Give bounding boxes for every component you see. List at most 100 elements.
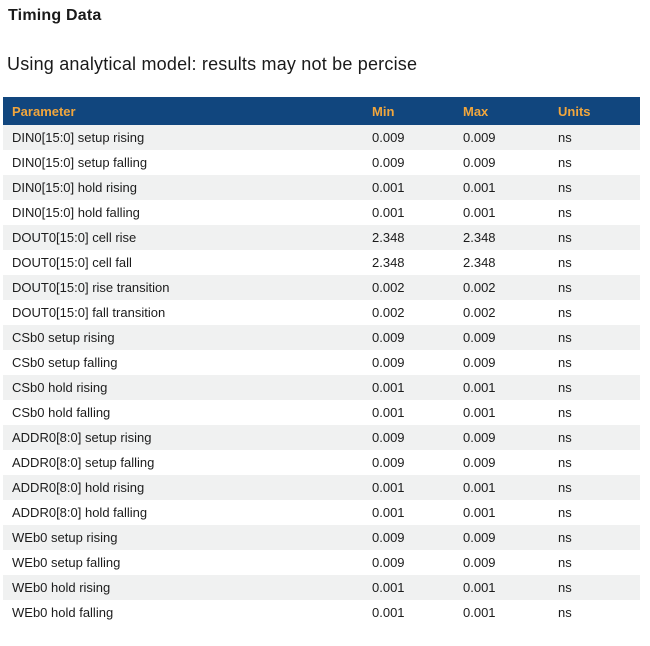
row-min: 2.348 [372,230,405,245]
row-max: 0.009 [463,330,496,345]
column-header-max: Max [463,103,489,119]
row-max: 0.002 [463,280,496,295]
row-min: 2.348 [372,255,405,270]
row-min: 0.002 [372,280,405,295]
analytical-model-warning: Using analytical model: results may not … [7,54,418,74]
row-min: 0.001 [372,405,405,420]
row-units: ns [558,430,572,445]
row-parameter: WEb0 setup rising [12,530,118,545]
row-parameter: DOUT0[15:0] cell fall [12,255,132,270]
row-parameter: DOUT0[15:0] rise transition [12,280,170,295]
row-min: 0.001 [372,480,405,495]
row-min: 0.001 [372,380,405,395]
row-units: ns [558,155,572,170]
row-units: ns [558,455,572,470]
row-max: 0.009 [463,355,496,370]
row-units: ns [558,480,572,495]
row-max: 0.001 [463,505,496,520]
row-min: 0.001 [372,580,405,595]
row-min: 0.009 [372,430,405,445]
row-parameter: WEb0 setup falling [12,555,121,570]
column-header-parameter: Parameter [12,103,76,119]
row-max: 0.001 [463,180,496,195]
row-max: 0.001 [463,380,496,395]
table-row: WEb0 hold rising 0.001 0.001 ns [3,575,640,600]
row-units: ns [558,580,572,595]
row-min: 0.009 [372,355,405,370]
row-parameter: DIN0[15:0] hold rising [12,180,138,195]
row-units: ns [558,355,572,370]
row-max: 0.009 [463,430,496,445]
table-row: CSb0 hold rising 0.001 0.001 ns [3,375,640,400]
table-body: DIN0[15:0] setup rising 0.009 0.009 ns D… [3,125,640,625]
table-row: ADDR0[8:0] setup falling 0.009 0.009 ns [3,450,640,475]
table-row: ADDR0[8:0] setup rising 0.009 0.009 ns [3,425,640,450]
row-min: 0.009 [372,130,405,145]
row-max: 0.001 [463,205,496,220]
timing-table: Parameter Min Max Units DIN0[15:0] setup… [3,97,640,625]
table-row: CSb0 setup rising 0.009 0.009 ns [3,325,640,350]
table-row: DOUT0[15:0] cell rise 2.348 2.348 ns [3,225,640,250]
row-parameter: DIN0[15:0] hold falling [12,205,140,220]
row-units: ns [558,255,572,270]
row-units: ns [558,380,572,395]
row-min: 0.009 [372,455,405,470]
row-parameter: CSb0 setup falling [12,355,118,370]
table-row: DIN0[15:0] setup rising 0.009 0.009 ns [3,125,640,150]
row-parameter: CSb0 hold rising [12,380,108,395]
row-units: ns [558,555,572,570]
row-units: ns [558,280,572,295]
row-max: 0.009 [463,555,496,570]
row-units: ns [558,180,572,195]
table-row: WEb0 setup falling 0.009 0.009 ns [3,550,640,575]
row-parameter: WEb0 hold falling [12,605,114,620]
row-parameter: ADDR0[8:0] setup rising [12,430,152,445]
row-units: ns [558,605,572,620]
row-max: 0.001 [463,405,496,420]
row-parameter: DOUT0[15:0] fall transition [12,305,166,320]
row-units: ns [558,130,572,145]
row-max: 2.348 [463,230,496,245]
row-min: 0.001 [372,205,405,220]
row-units: ns [558,530,572,545]
column-header-units: Units [558,103,591,119]
row-max: 0.009 [463,155,496,170]
table-row: DIN0[15:0] setup falling 0.009 0.009 ns [3,150,640,175]
table-row: CSb0 hold falling 0.001 0.001 ns [3,400,640,425]
table-row: DIN0[15:0] hold rising 0.001 0.001 ns [3,175,640,200]
row-max: 0.001 [463,480,496,495]
table-row: DOUT0[15:0] fall transition 0.002 0.002 … [3,300,640,325]
row-min: 0.009 [372,330,405,345]
row-parameter: WEb0 hold rising [12,580,111,595]
row-min: 0.001 [372,180,405,195]
table-row: DOUT0[15:0] cell fall 2.348 2.348 ns [3,250,640,275]
row-parameter: ADDR0[8:0] hold falling [12,505,148,520]
row-units: ns [558,305,572,320]
row-parameter: DOUT0[15:0] cell rise [12,230,137,245]
row-max: 0.009 [463,455,496,470]
row-min: 0.009 [372,530,405,545]
row-units: ns [558,505,572,520]
row-parameter: ADDR0[8:0] hold rising [12,480,145,495]
row-units: ns [558,330,572,345]
row-min: 0.009 [372,155,405,170]
row-min: 0.009 [372,555,405,570]
row-max: 0.001 [463,580,496,595]
row-parameter: DIN0[15:0] setup rising [12,130,145,145]
row-parameter: CSb0 hold falling [12,405,111,420]
row-parameter: CSb0 setup rising [12,330,115,345]
table-row: WEb0 hold falling 0.001 0.001 ns [3,600,640,625]
row-max: 0.009 [463,130,496,145]
row-max: 0.002 [463,305,496,320]
table-row: CSb0 setup falling 0.009 0.009 ns [3,350,640,375]
table-header-row: Parameter Min Max Units [3,97,640,125]
row-units: ns [558,405,572,420]
page-title: Timing Data [8,7,102,24]
row-parameter: ADDR0[8:0] setup falling [12,455,155,470]
row-units: ns [558,205,572,220]
row-max: 2.348 [463,255,496,270]
row-max: 0.001 [463,605,496,620]
row-min: 0.002 [372,305,405,320]
table-row: DOUT0[15:0] rise transition 0.002 0.002 … [3,275,640,300]
